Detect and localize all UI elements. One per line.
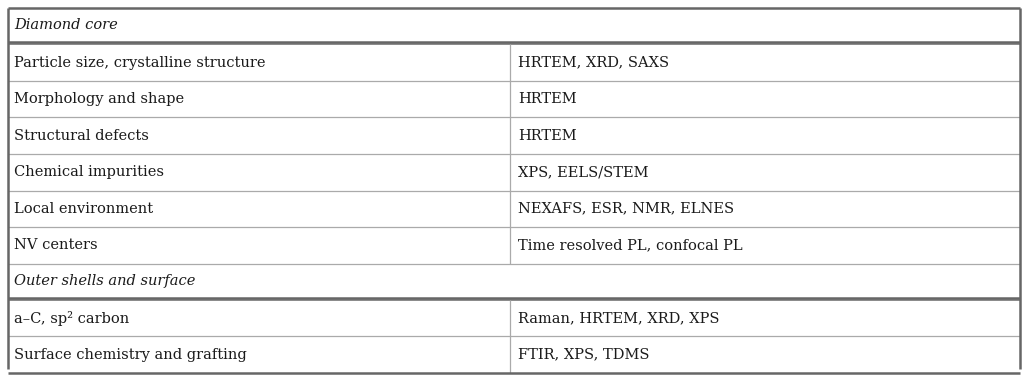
Text: HRTEM, XRD, SAXS: HRTEM, XRD, SAXS bbox=[518, 56, 669, 70]
Text: Raman, HRTEM, XRD, XPS: Raman, HRTEM, XRD, XPS bbox=[518, 311, 720, 325]
Text: Diamond core: Diamond core bbox=[14, 18, 118, 32]
Text: NEXAFS, ESR, NMR, ELNES: NEXAFS, ESR, NMR, ELNES bbox=[518, 202, 734, 216]
Text: Local environment: Local environment bbox=[14, 202, 153, 216]
Text: XPS, EELS/STEM: XPS, EELS/STEM bbox=[518, 165, 649, 179]
Text: FTIR, XPS, TDMS: FTIR, XPS, TDMS bbox=[518, 348, 650, 362]
Text: HRTEM: HRTEM bbox=[518, 92, 577, 106]
Text: Structural defects: Structural defects bbox=[14, 129, 149, 143]
Text: Surface chemistry and grafting: Surface chemistry and grafting bbox=[14, 348, 247, 362]
Text: Outer shells and surface: Outer shells and surface bbox=[14, 274, 195, 288]
Text: HRTEM: HRTEM bbox=[518, 129, 577, 143]
Text: Chemical impurities: Chemical impurities bbox=[14, 165, 164, 179]
Text: Particle size, crystalline structure: Particle size, crystalline structure bbox=[14, 56, 265, 70]
Text: Time resolved PL, confocal PL: Time resolved PL, confocal PL bbox=[518, 238, 742, 252]
Text: a–C, sp² carbon: a–C, sp² carbon bbox=[14, 311, 130, 326]
Text: Morphology and shape: Morphology and shape bbox=[14, 92, 184, 106]
Text: NV centers: NV centers bbox=[14, 238, 98, 252]
